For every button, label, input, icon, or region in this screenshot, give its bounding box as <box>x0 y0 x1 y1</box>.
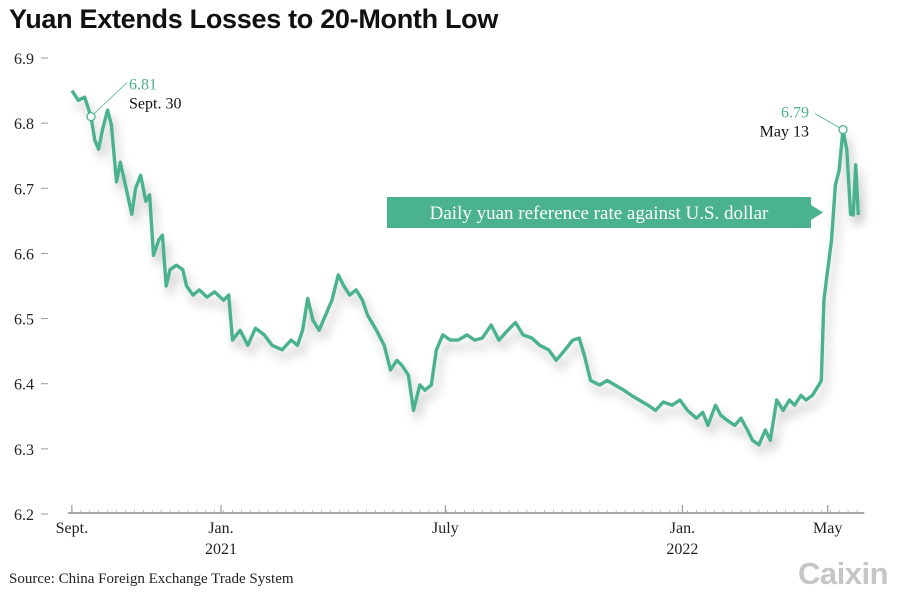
x-tick-year: 2021 <box>205 541 237 558</box>
y-tick-label: 6.6 <box>14 246 34 263</box>
callout-text: Daily yuan reference rate against U.S. d… <box>430 203 769 224</box>
x-tick-label: Jan. <box>208 520 233 537</box>
x-tick-label: Sept. <box>56 520 88 537</box>
series-line <box>70 89 860 447</box>
y-tick-label: 6.8 <box>14 116 34 133</box>
callout-arrow <box>811 205 823 220</box>
y-tick-label: 6.2 <box>14 507 34 524</box>
annotation-marker <box>86 111 96 122</box>
annotations: 6.81 Sept. 30 6.79 May 13 <box>86 77 848 141</box>
x-tick-label: May <box>813 520 842 537</box>
y-axis: 6.9 6.8 6.7 6.6 6.5 6.4 6.3 6.2 <box>14 51 48 524</box>
source-note: Source: China Foreign Exchange Trade Sys… <box>9 571 294 587</box>
y-tick-label: 6.5 <box>14 312 34 329</box>
chart-title: Yuan Extends Losses to 20-Month Low <box>9 4 499 34</box>
annotation-value: 6.79 <box>781 105 809 122</box>
series-group <box>70 89 860 447</box>
annotation-date: May 13 <box>760 124 809 141</box>
annotation-marker <box>838 125 848 135</box>
x-tick-label: Jan. <box>670 520 695 537</box>
y-tick-label: 6.7 <box>14 181 34 198</box>
y-tick-label: 6.3 <box>14 442 34 459</box>
annotation-leader <box>814 113 844 131</box>
callout-box <box>387 197 811 228</box>
annotation-value: 6.81 <box>129 77 157 94</box>
annotation-date: Sept. 30 <box>129 96 181 113</box>
callout: Daily yuan reference rate against U.S. d… <box>387 197 823 228</box>
x-axis: Sept. Jan. 2021 July Jan. 2022 May <box>56 505 865 558</box>
x-tick-year: 2022 <box>666 541 698 558</box>
caixin-logo: Caixin <box>797 556 889 591</box>
y-tick-label: 6.4 <box>14 377 34 394</box>
y-tick-label: 6.9 <box>14 51 34 68</box>
x-tick-label: July <box>432 520 459 537</box>
annotation-leader <box>90 82 128 117</box>
